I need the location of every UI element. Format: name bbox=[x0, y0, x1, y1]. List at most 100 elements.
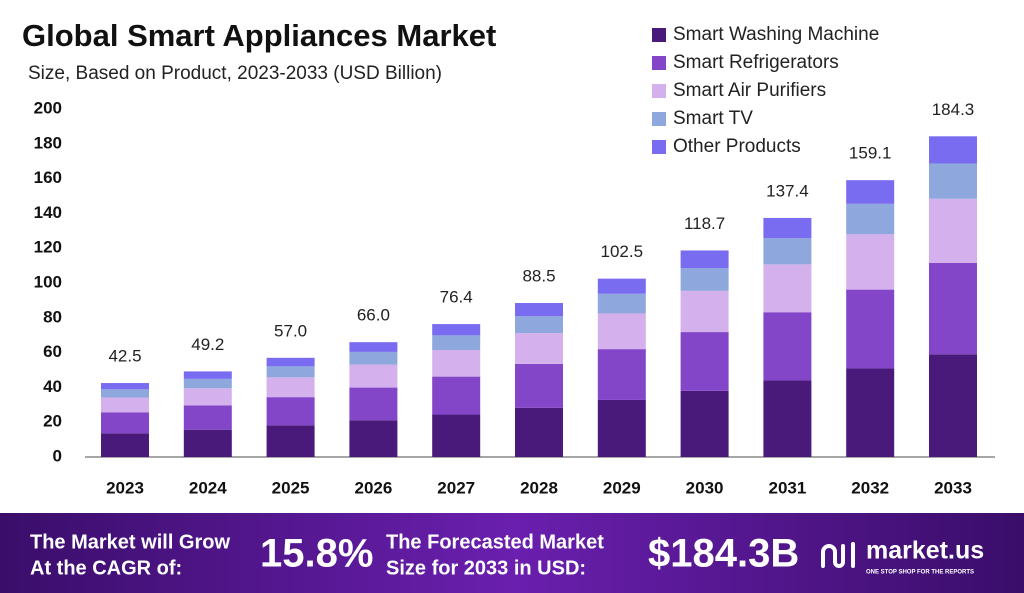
bar-segment bbox=[432, 414, 481, 457]
bar-segment bbox=[266, 357, 315, 367]
total-label: 57.0 bbox=[274, 321, 307, 340]
brand-name: market.us bbox=[866, 537, 984, 565]
x-tick-label: 2030 bbox=[686, 478, 724, 497]
forecast-text: The Forecasted Market bbox=[386, 531, 604, 553]
legend-label: Smart Washing Machine bbox=[673, 24, 879, 45]
legend-swatch bbox=[652, 112, 666, 126]
bar-segment bbox=[183, 371, 232, 379]
bar-segment bbox=[432, 324, 481, 336]
total-label: 42.5 bbox=[108, 347, 141, 366]
bar-segment bbox=[846, 203, 895, 235]
x-tick-label: 2031 bbox=[768, 478, 806, 497]
bar-segment bbox=[680, 250, 729, 269]
x-tick-label: 2023 bbox=[106, 478, 144, 497]
y-tick-label: 80 bbox=[43, 307, 62, 326]
bar-segment bbox=[597, 313, 646, 350]
legend-swatch bbox=[652, 28, 666, 42]
legend: Smart Washing Machine Smart Refrigerators… bbox=[652, 24, 879, 157]
bar-segment bbox=[349, 387, 398, 421]
bar-segment bbox=[680, 268, 729, 291]
total-label: 49.2 bbox=[191, 335, 224, 354]
bar-segment bbox=[349, 351, 398, 365]
bar-segment bbox=[432, 349, 481, 377]
bar-segment bbox=[101, 383, 149, 390]
total-label: 88.5 bbox=[522, 266, 555, 285]
legend-label: Smart Refrigerators bbox=[673, 52, 839, 73]
x-tick-label: 2032 bbox=[851, 478, 889, 497]
chart-subtitle: Size, Based on Product, 2023-2033 (USD B… bbox=[28, 63, 442, 84]
bar-segment bbox=[680, 290, 729, 333]
legend-label: Smart Air Purifiers bbox=[673, 80, 826, 101]
total-label: 184.3 bbox=[932, 100, 975, 119]
bar-segment bbox=[515, 407, 563, 457]
total-label: 76.4 bbox=[440, 288, 473, 307]
bar-segment bbox=[515, 303, 563, 317]
chart-title: Global Smart Appliances Market bbox=[22, 18, 496, 53]
total-label: 102.5 bbox=[601, 242, 644, 261]
y-tick-label: 160 bbox=[34, 168, 62, 187]
bar-segment bbox=[597, 278, 646, 294]
bar-segment bbox=[101, 397, 149, 413]
bar-segment bbox=[929, 136, 977, 164]
logo-mark bbox=[821, 544, 845, 568]
total-label: 118.7 bbox=[684, 214, 725, 233]
bar-segment bbox=[763, 238, 812, 265]
bar-segment bbox=[846, 234, 895, 290]
bar-segment bbox=[183, 405, 232, 430]
bar-segment bbox=[597, 399, 646, 457]
brand-logo bbox=[821, 542, 855, 568]
bar-segment bbox=[183, 429, 232, 457]
forecast-text: Size for 2033 in USD: bbox=[386, 557, 586, 579]
legend-swatch bbox=[652, 84, 666, 98]
x-tick-label: 2025 bbox=[272, 478, 310, 497]
bar-segment bbox=[763, 312, 812, 381]
bar-segment bbox=[266, 397, 315, 426]
total-label: 66.0 bbox=[357, 306, 390, 325]
brand-tagline: ONE STOP SHOP FOR THE REPORTS bbox=[866, 570, 974, 576]
legend-label: Smart TV bbox=[673, 108, 753, 129]
bar-segment bbox=[680, 390, 729, 457]
bar-segment bbox=[432, 335, 481, 350]
bar-segment bbox=[929, 163, 977, 199]
bar-segment bbox=[763, 217, 812, 239]
x-tick-label: 2026 bbox=[354, 478, 392, 497]
total-label: 159.1 bbox=[849, 144, 892, 163]
y-tick-label: 0 bbox=[53, 446, 62, 465]
legend-swatch bbox=[652, 56, 666, 70]
cagr-text: At the CAGR of: bbox=[30, 557, 182, 579]
cagr-text: The Market will Grow bbox=[30, 531, 230, 553]
x-tick-label: 2024 bbox=[189, 478, 227, 497]
bar-segment bbox=[597, 293, 646, 314]
bar-segment bbox=[929, 198, 977, 263]
bar-segment bbox=[929, 354, 977, 457]
bar-segment bbox=[101, 412, 149, 434]
y-tick-label: 180 bbox=[34, 133, 62, 152]
legend-label: Other Products bbox=[673, 136, 801, 157]
legend-swatch bbox=[652, 140, 666, 154]
y-tick-label: 40 bbox=[43, 377, 62, 396]
bar-segment bbox=[846, 289, 895, 369]
bar-segment bbox=[515, 316, 563, 334]
x-tick-label: 2033 bbox=[934, 478, 972, 497]
bar-segment bbox=[846, 180, 895, 204]
bar-segment bbox=[929, 262, 977, 355]
bar-segment bbox=[432, 376, 481, 415]
y-tick-label: 20 bbox=[43, 412, 62, 431]
bar-segment bbox=[266, 377, 315, 398]
forecast-value: $184.3B bbox=[648, 532, 799, 576]
y-tick-label: 140 bbox=[34, 203, 62, 222]
cagr-value: 15.8% bbox=[260, 532, 373, 576]
bar-segment bbox=[349, 342, 398, 352]
bar-segment bbox=[349, 364, 398, 388]
x-tick-label: 2029 bbox=[603, 478, 641, 497]
bar-segment bbox=[763, 264, 812, 313]
bar-segment bbox=[680, 332, 729, 391]
bar-segment bbox=[597, 349, 646, 400]
y-tick-label: 120 bbox=[34, 238, 62, 257]
bar-segment bbox=[846, 368, 895, 457]
bar-segment bbox=[349, 420, 398, 457]
x-tick-label: 2027 bbox=[437, 478, 475, 497]
y-tick-label: 60 bbox=[43, 342, 62, 361]
bar-segment bbox=[515, 363, 563, 408]
bar-segment bbox=[266, 425, 315, 457]
